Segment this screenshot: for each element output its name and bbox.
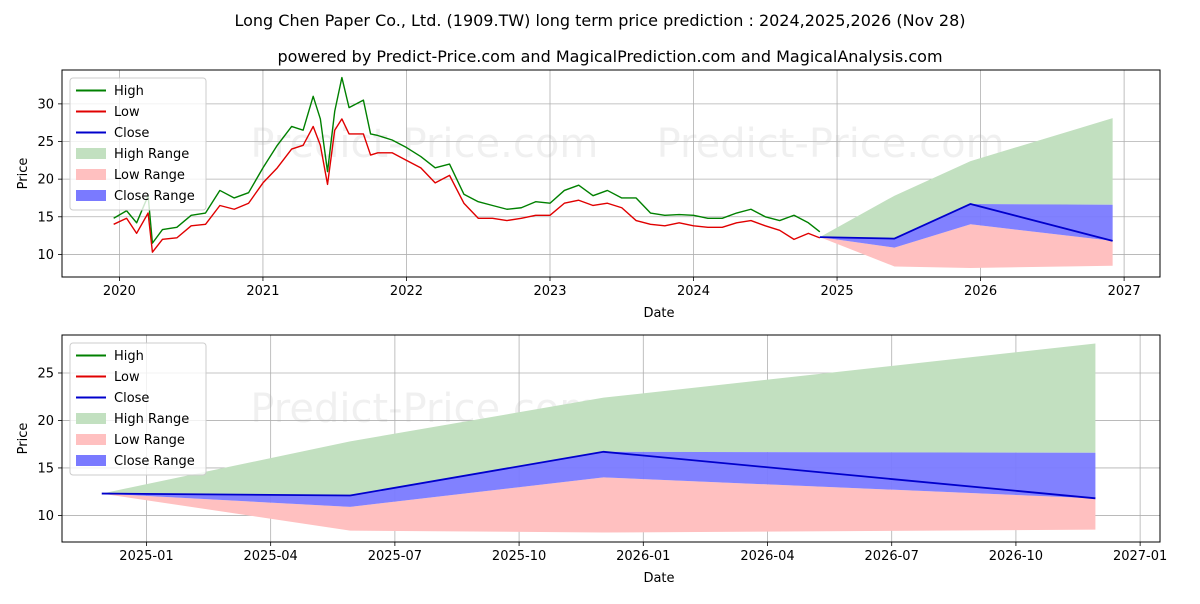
x-tick-label: 2026-10	[989, 549, 1043, 564]
legend-label: High	[114, 349, 144, 364]
y-tick-label: 25	[37, 366, 54, 381]
legend-label: Low Range	[114, 433, 185, 448]
x-tick-label: 2026-04	[740, 549, 794, 564]
legend-swatch-low-range	[76, 169, 106, 180]
legend-label: Low Range	[114, 168, 185, 183]
legend-swatch-high-range	[76, 413, 106, 424]
y-tick-label: 30	[37, 97, 54, 112]
close-series-line	[819, 203, 1113, 242]
x-tick-label: 2027-01	[1113, 549, 1167, 564]
high-range-area	[101, 343, 1096, 496]
y-tick-label: 20	[37, 173, 54, 188]
legend-label: High Range	[114, 147, 189, 162]
high-series-line	[113, 76, 821, 244]
x-tick-label: 2025	[821, 284, 854, 299]
x-tick-label: 2025-10	[492, 549, 546, 564]
close-series-line	[101, 450, 1096, 500]
y-tick-label: 20	[37, 414, 54, 429]
x-axis-label: Date	[643, 571, 674, 586]
y-tick-label: 15	[37, 210, 54, 225]
x-tick-label: 2023	[533, 284, 566, 299]
y-tick-label: 10	[37, 248, 54, 263]
legend-label: Low	[114, 370, 140, 385]
y-tick-label: 25	[37, 135, 54, 150]
y-axis-label: Price	[16, 158, 31, 190]
plot-data	[101, 343, 1096, 533]
x-tick-label: 2026-07	[865, 549, 919, 564]
x-tick-label: 2024	[677, 284, 710, 299]
legend-swatch-low-range	[76, 434, 106, 445]
plot-data	[113, 76, 1113, 268]
y-axis-label: Price	[16, 423, 31, 455]
x-tick-label: 2025-07	[368, 549, 422, 564]
watermark-text: Predict-Price.com	[657, 121, 1005, 167]
y-tick-label: 10	[37, 509, 54, 524]
low-range-area	[819, 224, 1113, 268]
watermark-text: Predict-Price.com	[657, 543, 1005, 589]
legend-swatch-close-range	[76, 455, 106, 466]
legend-label: Close Range	[114, 189, 195, 204]
x-tick-label: 2026	[964, 284, 997, 299]
x-tick-label: 2026-01	[616, 549, 670, 564]
low-range-area	[101, 477, 1096, 533]
x-tick-label: 2022	[390, 284, 423, 299]
x-tick-label: 2021	[246, 284, 279, 299]
legend-label: High	[114, 84, 144, 99]
legend-label: Close	[114, 126, 149, 141]
chart-title: Long Chen Paper Co., Ltd. (1909.TW) long…	[234, 11, 965, 30]
legend-label: Close Range	[114, 454, 195, 469]
x-tick-label: 2025-04	[244, 549, 298, 564]
close-range-area	[101, 451, 1096, 507]
legend-swatch-high-range	[76, 148, 106, 159]
legend-swatch-close-range	[76, 190, 106, 201]
chart-subtitle: powered by Predict-Price.com and Magical…	[277, 47, 942, 66]
close-range-area	[819, 203, 1113, 248]
axes-frame	[61, 69, 1161, 278]
top-chart-long-term: Predict-Price.com Predict-Price.comPredic…	[16, 69, 1161, 321]
legend-label: Low	[114, 105, 140, 120]
x-tick-label: 2020	[103, 284, 136, 299]
high-range-area	[819, 118, 1113, 239]
x-tick-label: 2027	[1108, 284, 1141, 299]
legend-label: Close	[114, 391, 149, 406]
x-axis-label: Date	[643, 306, 674, 321]
axes-frame	[61, 334, 1161, 543]
legend-label: High Range	[114, 412, 189, 427]
x-tick-label: 2025-01	[119, 549, 173, 564]
y-tick-label: 15	[37, 461, 54, 476]
low-series-line	[113, 118, 821, 253]
